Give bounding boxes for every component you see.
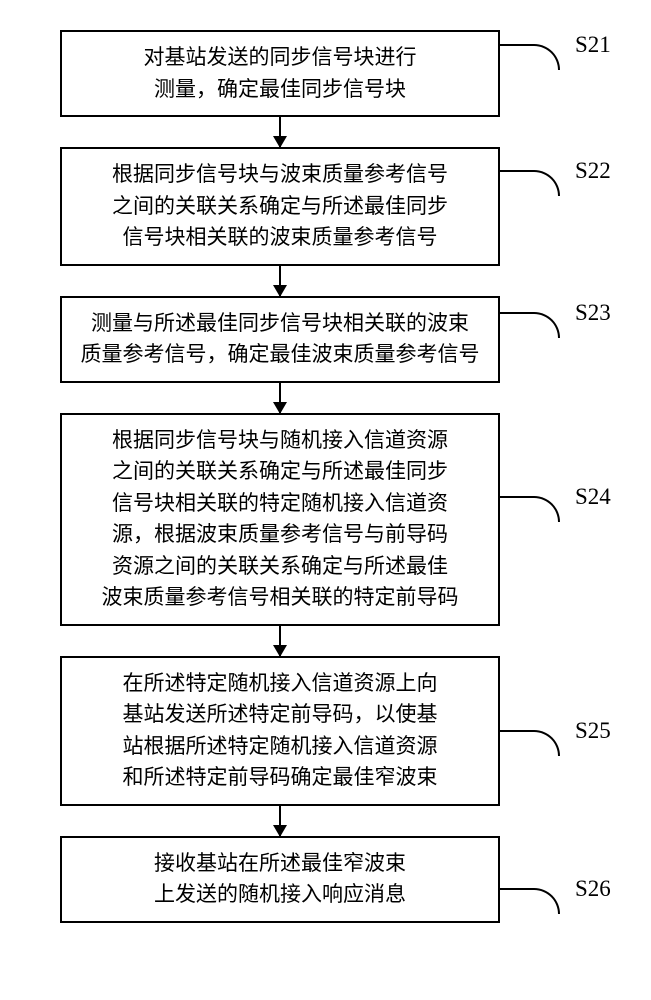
step-text-line: 根据同步信号块与随机接入信道资源 bbox=[80, 425, 480, 457]
step-box-s26: 接收基站在所述最佳窄波束上发送的随机接入响应消息 bbox=[60, 836, 500, 923]
step-text-line: 资源之间的关联关系确定与所述最佳 bbox=[80, 551, 480, 583]
step-label-s26: S26 bbox=[575, 876, 611, 902]
step-text-line: 测量与所述最佳同步信号块相关联的波束 bbox=[80, 308, 480, 340]
step-text-line: 基站发送所述特定前导码，以使基 bbox=[80, 699, 480, 731]
step-text-line: 波束质量参考信号相关联的特定前导码 bbox=[80, 582, 480, 614]
step-text-line: 根据同步信号块与波束质量参考信号 bbox=[80, 159, 480, 191]
step-label-s25: S25 bbox=[575, 718, 611, 744]
arrow-down-icon bbox=[279, 626, 281, 656]
arrow-down-icon bbox=[279, 266, 281, 296]
step-box-s21: 对基站发送的同步信号块进行测量，确定最佳同步信号块 bbox=[60, 30, 500, 117]
step-text-line: 测量，确定最佳同步信号块 bbox=[80, 74, 480, 106]
step-text-line: 在所述特定随机接入信道资源上向 bbox=[80, 668, 480, 700]
connector-line bbox=[500, 888, 560, 914]
step-text-line: 对基站发送的同步信号块进行 bbox=[80, 42, 480, 74]
arrow-down-icon bbox=[279, 383, 281, 413]
step-label-s23: S23 bbox=[575, 300, 611, 326]
step-text-line: 和所述特定前导码确定最佳窄波束 bbox=[80, 762, 480, 794]
step-text-line: 质量参考信号，确定最佳波束质量参考信号 bbox=[80, 339, 480, 371]
step-text-line: 之间的关联关系确定与所述最佳同步 bbox=[80, 191, 480, 223]
step-text-line: 站根据所述特定随机接入信道资源 bbox=[80, 731, 480, 763]
step-box-s25: 在所述特定随机接入信道资源上向基站发送所述特定前导码，以使基站根据所述特定随机接… bbox=[60, 656, 500, 806]
step-box-s23: 测量与所述最佳同步信号块相关联的波束质量参考信号，确定最佳波束质量参考信号 bbox=[60, 296, 500, 383]
connector-line bbox=[500, 730, 560, 756]
flowchart: 对基站发送的同步信号块进行测量，确定最佳同步信号块根据同步信号块与波束质量参考信… bbox=[60, 30, 500, 923]
connector-line bbox=[500, 312, 560, 338]
step-box-s22: 根据同步信号块与波束质量参考信号之间的关联关系确定与所述最佳同步信号块相关联的波… bbox=[60, 147, 500, 266]
step-text-line: 信号块相关联的波束质量参考信号 bbox=[80, 222, 480, 254]
step-text-line: 之间的关联关系确定与所述最佳同步 bbox=[80, 456, 480, 488]
arrow-down-icon bbox=[279, 117, 281, 147]
step-text-line: 源，根据波束质量参考信号与前导码 bbox=[80, 519, 480, 551]
connector-line bbox=[500, 44, 560, 70]
step-text-line: 信号块相关联的特定随机接入信道资 bbox=[80, 488, 480, 520]
arrow-down-icon bbox=[279, 806, 281, 836]
step-label-s21: S21 bbox=[575, 32, 611, 58]
step-text-line: 上发送的随机接入响应消息 bbox=[80, 879, 480, 911]
connector-line bbox=[500, 170, 560, 196]
step-box-s24: 根据同步信号块与随机接入信道资源之间的关联关系确定与所述最佳同步信号块相关联的特… bbox=[60, 413, 500, 626]
connector-line bbox=[500, 496, 560, 522]
step-label-s22: S22 bbox=[575, 158, 611, 184]
step-label-s24: S24 bbox=[575, 484, 611, 510]
step-text-line: 接收基站在所述最佳窄波束 bbox=[80, 848, 480, 880]
